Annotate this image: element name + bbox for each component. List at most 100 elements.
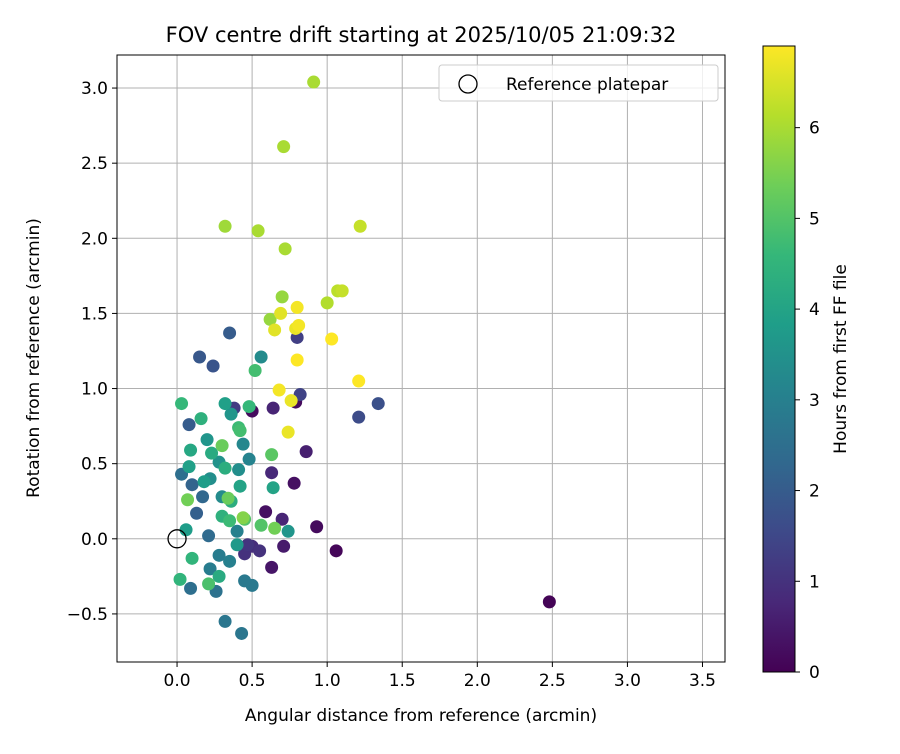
data-point	[235, 626, 249, 640]
data-point	[277, 140, 291, 154]
data-point	[290, 300, 304, 314]
data-point	[181, 493, 195, 507]
data-point	[232, 463, 246, 477]
data-point	[266, 481, 280, 495]
data-point	[230, 538, 244, 552]
x-tick-label: 3.0	[614, 671, 641, 691]
data-point	[275, 512, 289, 526]
data-point	[325, 332, 339, 346]
colorbar-gradient	[762, 45, 796, 673]
data-point	[212, 569, 226, 583]
data-point	[259, 505, 273, 519]
x-tick-label: 3.5	[689, 671, 716, 691]
data-point	[310, 520, 324, 534]
data-point	[281, 425, 295, 439]
data-point	[233, 424, 247, 438]
data-point	[196, 490, 210, 504]
data-point	[352, 410, 366, 424]
colorbar: 0 1 2 3 4 5 6 Hours from first FF file	[762, 45, 851, 683]
x-tick-label: 1.0	[314, 671, 341, 691]
data-point	[329, 544, 343, 558]
data-point	[242, 452, 256, 466]
colorbar-tick-label: 4	[809, 300, 820, 320]
data-point	[223, 554, 237, 568]
data-point	[265, 560, 279, 574]
data-point	[352, 374, 366, 388]
data-point	[212, 548, 226, 562]
data-point	[253, 544, 267, 558]
data-point	[281, 524, 295, 538]
data-point	[265, 466, 279, 480]
data-point	[205, 446, 219, 460]
data-point	[284, 394, 298, 408]
data-point	[223, 514, 237, 528]
colorbar-ticks: 0 1 2 3 4 5 6	[795, 119, 820, 683]
data-point	[185, 478, 199, 492]
data-point	[272, 383, 286, 397]
data-point	[197, 475, 211, 489]
x-tick-label: 2.5	[539, 671, 566, 691]
y-tick-label: 0.0	[81, 530, 108, 550]
data-point	[263, 312, 277, 326]
data-point	[173, 572, 187, 586]
data-point	[241, 538, 255, 552]
x-tick-label: 0.5	[239, 671, 266, 691]
data-point	[353, 219, 367, 233]
data-point	[277, 539, 291, 553]
data-point	[236, 511, 250, 525]
plot-area: 0.0 0.5 1.0 1.5 2.0 2.5 3.0 3.5 −0.5 0.0 0.5 1.0 1.…	[67, 54, 726, 691]
data-point	[193, 350, 207, 364]
x-tick-label: 0.0	[164, 671, 191, 691]
data-point	[307, 75, 321, 89]
data-point	[265, 448, 279, 462]
legend-reference-marker-icon	[458, 74, 478, 94]
data-point	[194, 412, 208, 426]
data-point	[215, 439, 229, 453]
data-point	[542, 595, 556, 609]
data-point	[223, 326, 237, 340]
colorbar-tick-label: 0	[809, 663, 820, 683]
data-point	[287, 476, 301, 490]
data-point	[202, 529, 216, 543]
data-point	[248, 364, 262, 378]
data-point	[266, 401, 280, 415]
data-point	[254, 518, 268, 532]
data-point	[320, 296, 334, 310]
data-point	[251, 224, 265, 238]
data-point	[182, 418, 196, 432]
data-point	[268, 323, 282, 337]
data-point	[179, 523, 193, 537]
data-point	[290, 353, 304, 367]
data-point	[190, 506, 204, 520]
x-tick-label: 1.5	[389, 671, 416, 691]
colorbar-label: Hours from first FF file	[831, 264, 851, 454]
colorbar-tick-label: 6	[809, 119, 820, 139]
x-axis-label: Angular distance from reference (arcmin)	[245, 706, 597, 726]
data-point	[233, 479, 247, 493]
data-point	[218, 397, 232, 411]
plot-frame	[116, 54, 726, 663]
colorbar-tick-label: 3	[809, 391, 820, 411]
data-point	[230, 524, 244, 538]
data-point	[175, 397, 189, 411]
data-point	[218, 614, 232, 628]
data-point	[206, 359, 220, 373]
data-point	[185, 551, 199, 565]
data-point	[224, 407, 238, 421]
colorbar-tick-label: 1	[809, 572, 820, 592]
legend-box	[438, 64, 719, 102]
data-point	[218, 219, 232, 233]
data-point	[254, 350, 268, 364]
x-axis-ticks: 0.0 0.5 1.0 1.5 2.0 2.5 3.0 3.5	[164, 662, 716, 691]
data-point	[242, 400, 256, 414]
y-axis-ticks: −0.5 0.0 0.5 1.0 1.5 2.0 2.5 3.0	[67, 79, 117, 625]
colorbar-tick-label: 2	[809, 482, 820, 502]
data-point	[275, 290, 289, 304]
data-point	[184, 443, 198, 457]
data-point	[236, 437, 250, 451]
data-point	[238, 574, 252, 588]
legend: Reference platepar	[438, 64, 719, 102]
data-point	[292, 318, 306, 332]
y-tick-label: 3.0	[81, 79, 108, 99]
